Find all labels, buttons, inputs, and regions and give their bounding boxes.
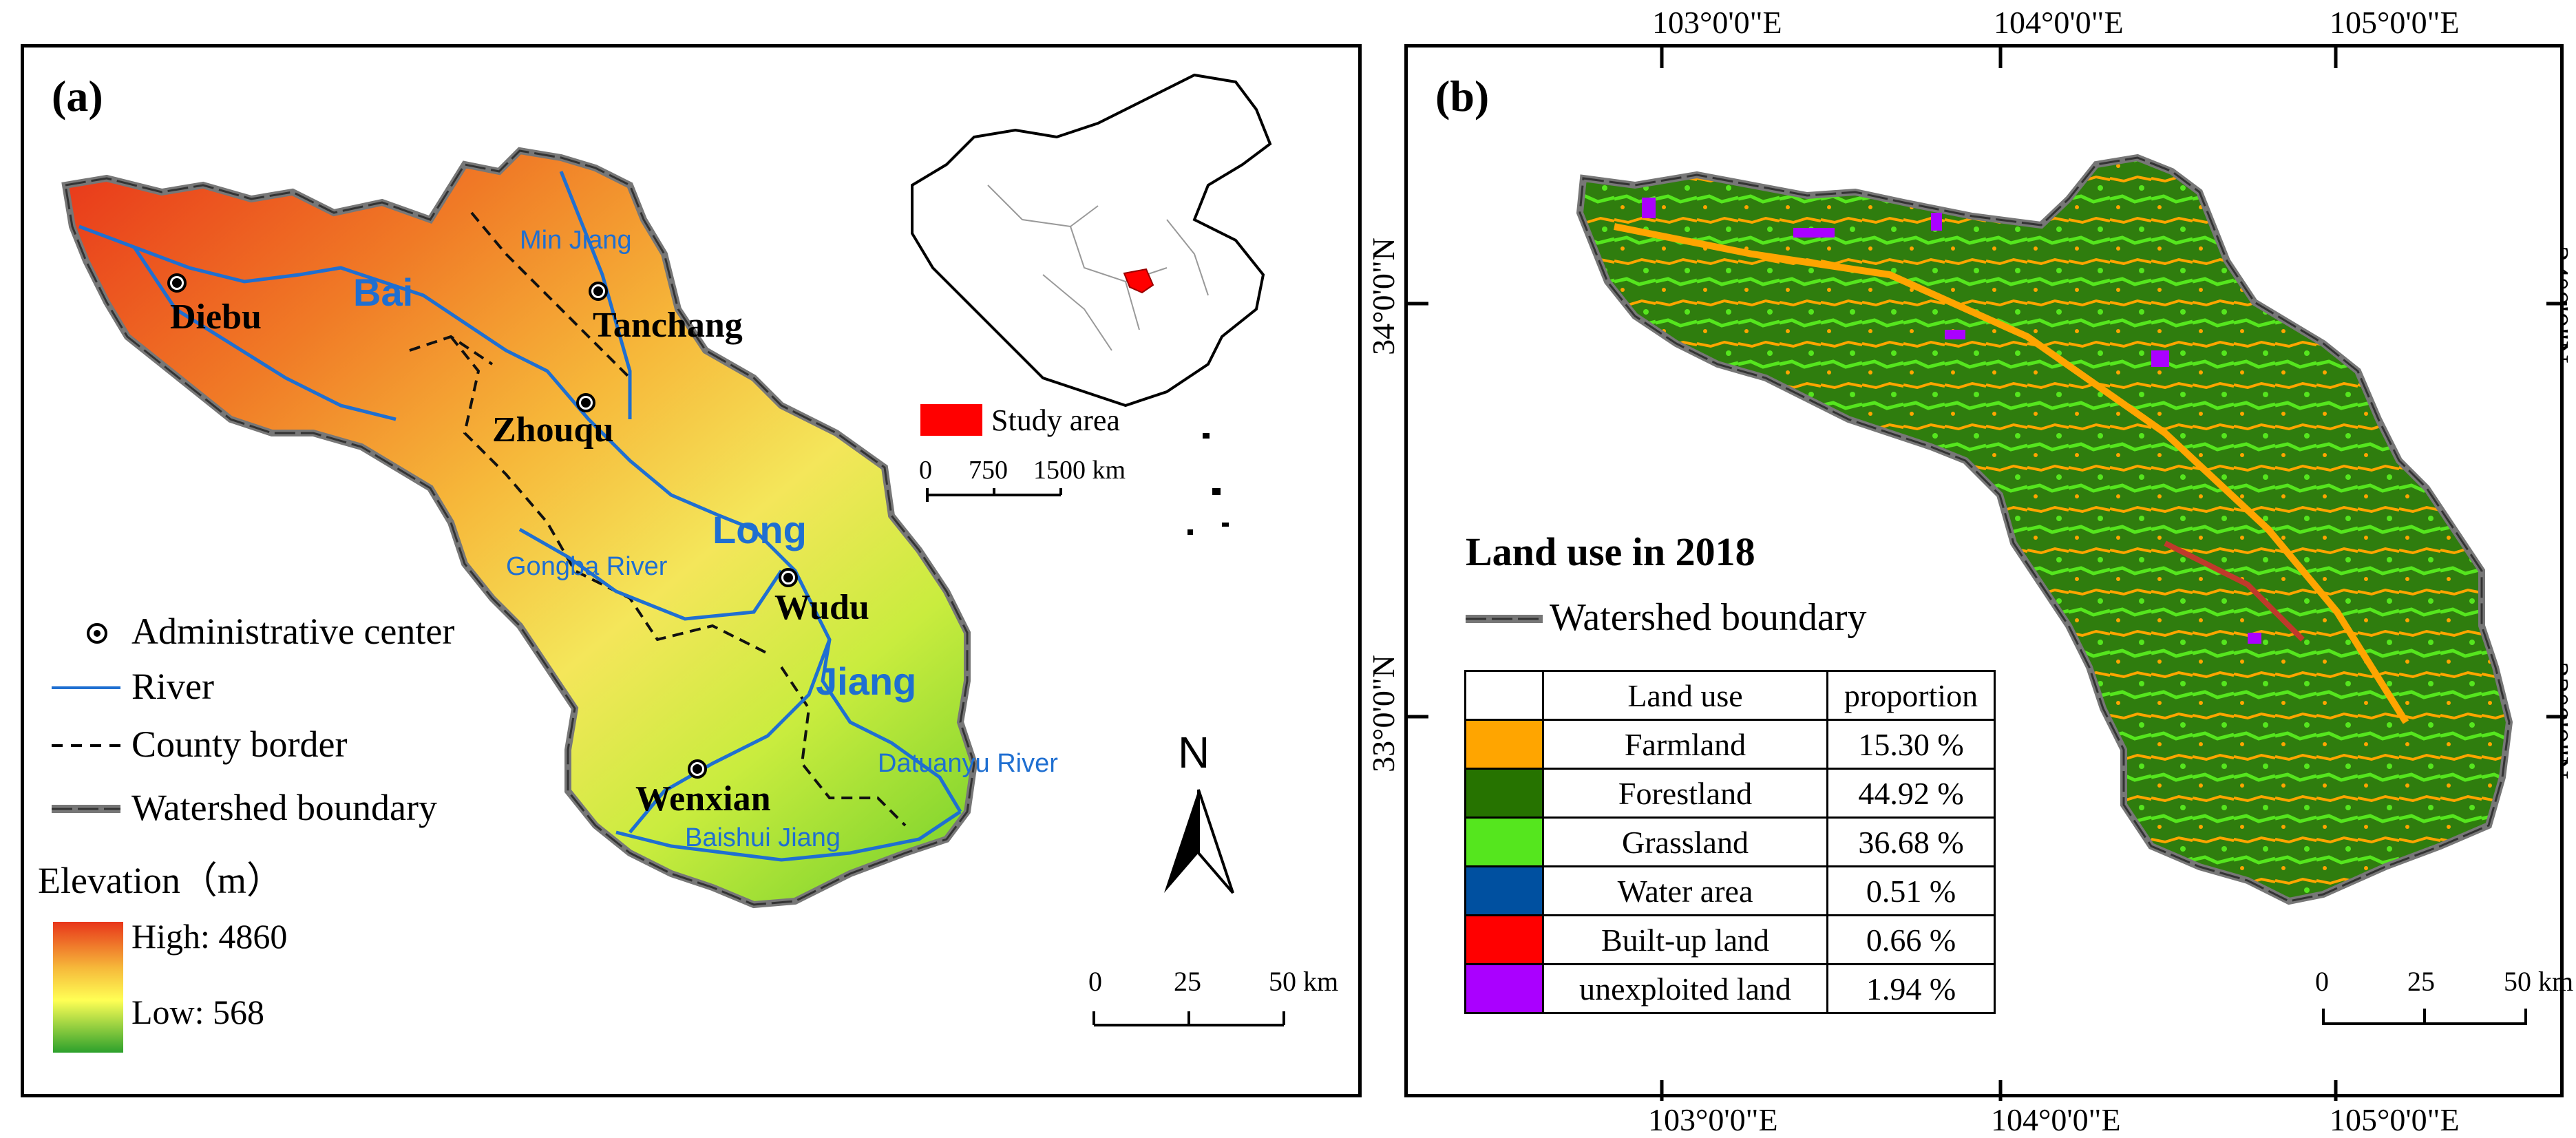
admin-centers (167, 273, 798, 779)
row-value: 1.94 % (1826, 963, 1996, 1014)
elevation-ramp (53, 922, 123, 1053)
river-label-minjiang: Min Jiang (520, 226, 632, 255)
panel-b-landuse-map: Land use in 2018 Watershed boundary 0 25… (1404, 44, 2573, 1101)
panel-b-label: (b) (1435, 72, 1489, 120)
top-tick-105: 105°0'0"E (2330, 5, 2460, 40)
table-row: Farmland 15.30 % (1464, 719, 1996, 770)
city-label-wudu: Wudu (774, 588, 869, 627)
china-inset-map (911, 73, 1272, 535)
row-value: 0.66 % (1826, 914, 1996, 965)
scale-b-50: 50 km (2504, 966, 2573, 997)
legend-watershed: Watershed boundary (131, 787, 437, 828)
river-label-jiang: Jiang (816, 660, 916, 703)
table-row: Forestland 44.92 % (1464, 768, 1996, 819)
row-value: 0.51 % (1826, 865, 1996, 916)
scale-a-0: 0 (1088, 966, 1102, 997)
table-row: Built-up land 0.66 % (1464, 914, 1996, 965)
scale-b-25: 25 (2407, 966, 2435, 997)
legend-admin: Administrative center (131, 611, 454, 652)
inset-scale-0: 0 (919, 456, 932, 485)
river-label-gongba: Gongba River (506, 552, 668, 581)
swatch-builtup (1464, 914, 1544, 965)
left-tick-34: 34°0'0"N (1365, 238, 1401, 355)
row-name: unexploited land (1542, 963, 1828, 1014)
landuse-watershed-label: Watershed boundary (1550, 596, 1866, 639)
north-label: N (1178, 728, 1210, 777)
table-header-row: Land use proportion (1464, 670, 1996, 721)
landuse-legend-title: Land use in 2018 (1466, 529, 1755, 574)
table-row: Grassland 36.68 % (1464, 816, 1996, 867)
swatch-water (1464, 865, 1544, 916)
landuse-map-svg: Land use in 2018 Watershed boundary 0 25… (1408, 48, 2573, 1101)
top-tick-103: 103°0'0"E (1652, 5, 1782, 40)
swatch-grassland (1464, 816, 1544, 867)
inset-scale-1500: 1500 km (1033, 456, 1126, 485)
left-tick-33: 33°0'0"N (1365, 655, 1401, 772)
scale-a-25: 25 (1174, 966, 1201, 997)
scale-b-0: 0 (2315, 966, 2329, 997)
study-area-swatch (920, 404, 982, 436)
bottom-tick-104: 104°0'0"E (1991, 1102, 2121, 1137)
swatch-forestland (1464, 768, 1544, 819)
bottom-tick-103: 103°0'0"E (1648, 1102, 1778, 1137)
row-value: 15.30 % (1826, 719, 1996, 770)
river-label-datuanyu: Datuanyu River (878, 749, 1058, 778)
table-row: unexploited land 1.94 % (1464, 963, 1996, 1014)
city-label-zhouqu: Zhouqu (492, 410, 613, 450)
study-area-label: Study area (991, 403, 1120, 437)
row-name: Grassland (1542, 816, 1828, 867)
bottom-tick-105: 105°0'0"E (2330, 1102, 2460, 1137)
rivers (78, 171, 962, 862)
table-row: Water area 0.51 % (1464, 865, 1996, 916)
city-label-diebu: Diebu (170, 297, 262, 337)
swatch-unexploited (1464, 963, 1544, 1014)
inset-scale-750: 750 (969, 456, 1008, 485)
legend-county: County border (131, 724, 347, 765)
row-value: 44.92 % (1826, 768, 1996, 819)
river-label-long: Long (712, 508, 807, 551)
elevation-low: Low: 568 (131, 993, 264, 1031)
scale-a-50: 50 km (1269, 966, 1338, 997)
legend-river: River (131, 666, 214, 707)
scale-bar-b (2322, 1009, 2527, 1025)
elevation-title: Elevation（m） (38, 860, 284, 901)
elevation-high: High: 4860 (131, 917, 287, 956)
scale-bar-a (1092, 1011, 1285, 1026)
panel-a-elevation-map: Min Jiang Bai Long Gongba River Jiang Da… (21, 44, 1362, 1097)
top-tick-104: 104°0'0"E (1994, 5, 2124, 40)
unexploited-patches (1642, 198, 2261, 644)
panel-a-label: (a) (52, 72, 103, 120)
river-label-bai: Bai (353, 271, 413, 314)
table-header-proportion: proportion (1826, 670, 1996, 721)
north-arrow-icon (1164, 790, 1199, 893)
row-value: 36.68 % (1826, 816, 1996, 867)
row-name: Water area (1542, 865, 1828, 916)
county-borders (409, 211, 907, 827)
city-label-tanchang: Tanchang (593, 306, 743, 345)
city-label-wenxian: Wenxian (635, 779, 771, 819)
swatch-farmland (1464, 719, 1544, 770)
table-header-landuse: Land use (1542, 670, 1828, 721)
landuse-table: Land use proportion Farmland 15.30 % For… (1464, 670, 1996, 1014)
elevation-map-svg: Min Jiang Bai Long Gongba River Jiang Da… (38, 72, 1338, 1053)
row-name: Forestland (1542, 768, 1828, 819)
row-name: Built-up land (1542, 914, 1828, 965)
river-label-baishui: Baishui Jiang (685, 823, 841, 852)
row-name: Farmland (1542, 719, 1828, 770)
